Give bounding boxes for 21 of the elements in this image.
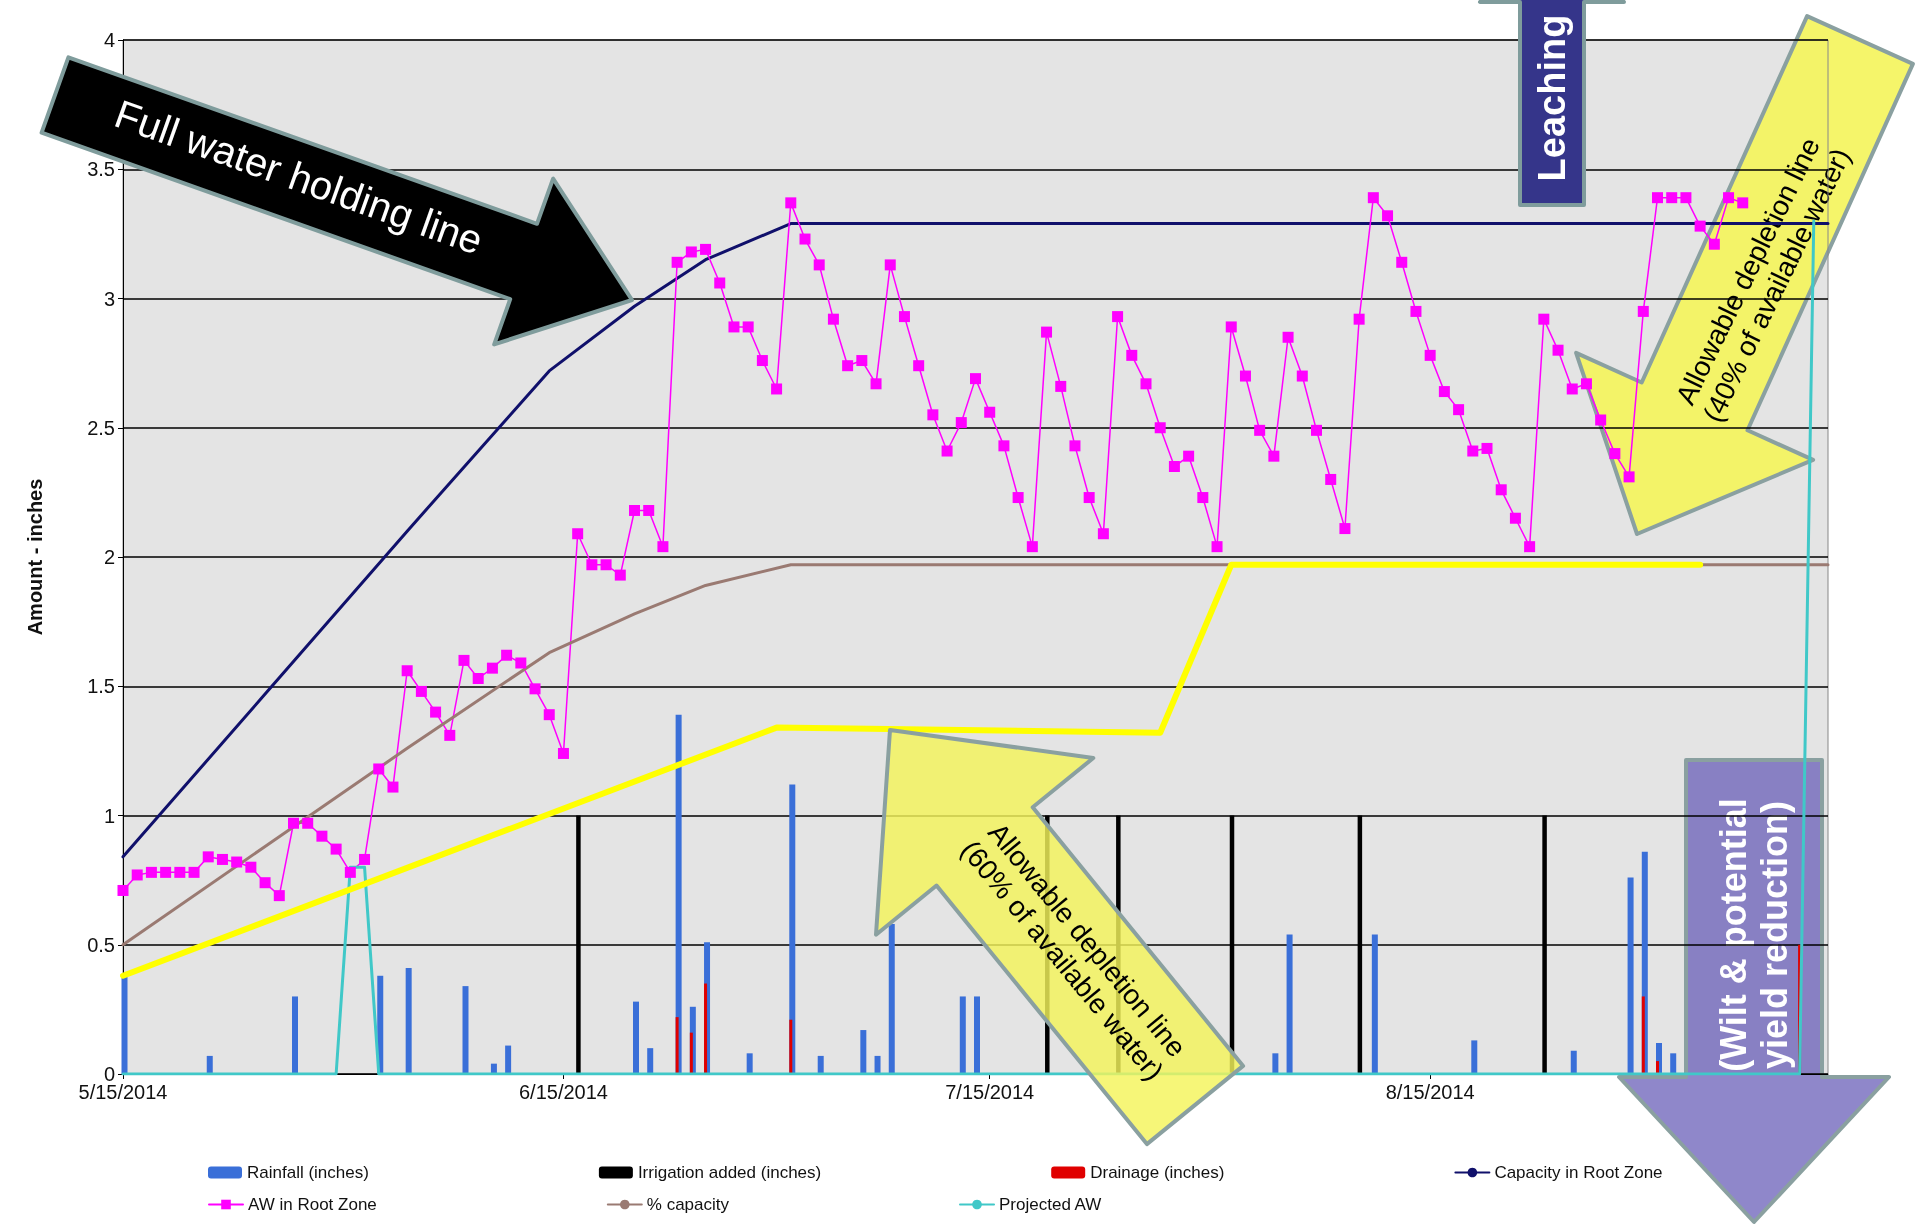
x-tick-label: 7/15/2014 xyxy=(945,1081,1035,1103)
annotation: Leaching xyxy=(1531,14,1574,182)
legend-label: Rainfall (inches) xyxy=(247,1163,369,1182)
legend-label: Capacity in Root Zone xyxy=(1494,1163,1663,1182)
y-tick-label: 1 xyxy=(103,804,115,827)
y-tick-label: 3.5 xyxy=(87,158,115,181)
y-tick-label: 4 xyxy=(103,29,115,51)
legend-label: AW in Root Zone xyxy=(248,1195,377,1214)
y-tick-label: 2.5 xyxy=(87,416,115,439)
legend-label: Drainage (inches) xyxy=(1090,1163,1225,1182)
y-axis-title: Amount - inches xyxy=(24,478,46,636)
y-tick-label: 0.5 xyxy=(87,933,115,956)
y-tick-label: 2 xyxy=(103,546,115,568)
legend-label: % capacity xyxy=(646,1195,730,1214)
annotation: (Wilt & potential yield reduction) xyxy=(1712,798,1796,1072)
x-tick-label: 8/15/2014 xyxy=(1385,1081,1475,1103)
y-tick-label: 3 xyxy=(103,287,115,310)
legend-label: Projected AW xyxy=(999,1195,1102,1214)
x-tick-label: 6/15/2014 xyxy=(518,1081,608,1103)
legend-label: Irrigation added (inches) xyxy=(637,1163,822,1182)
y-tick-label: 1.5 xyxy=(87,675,115,698)
